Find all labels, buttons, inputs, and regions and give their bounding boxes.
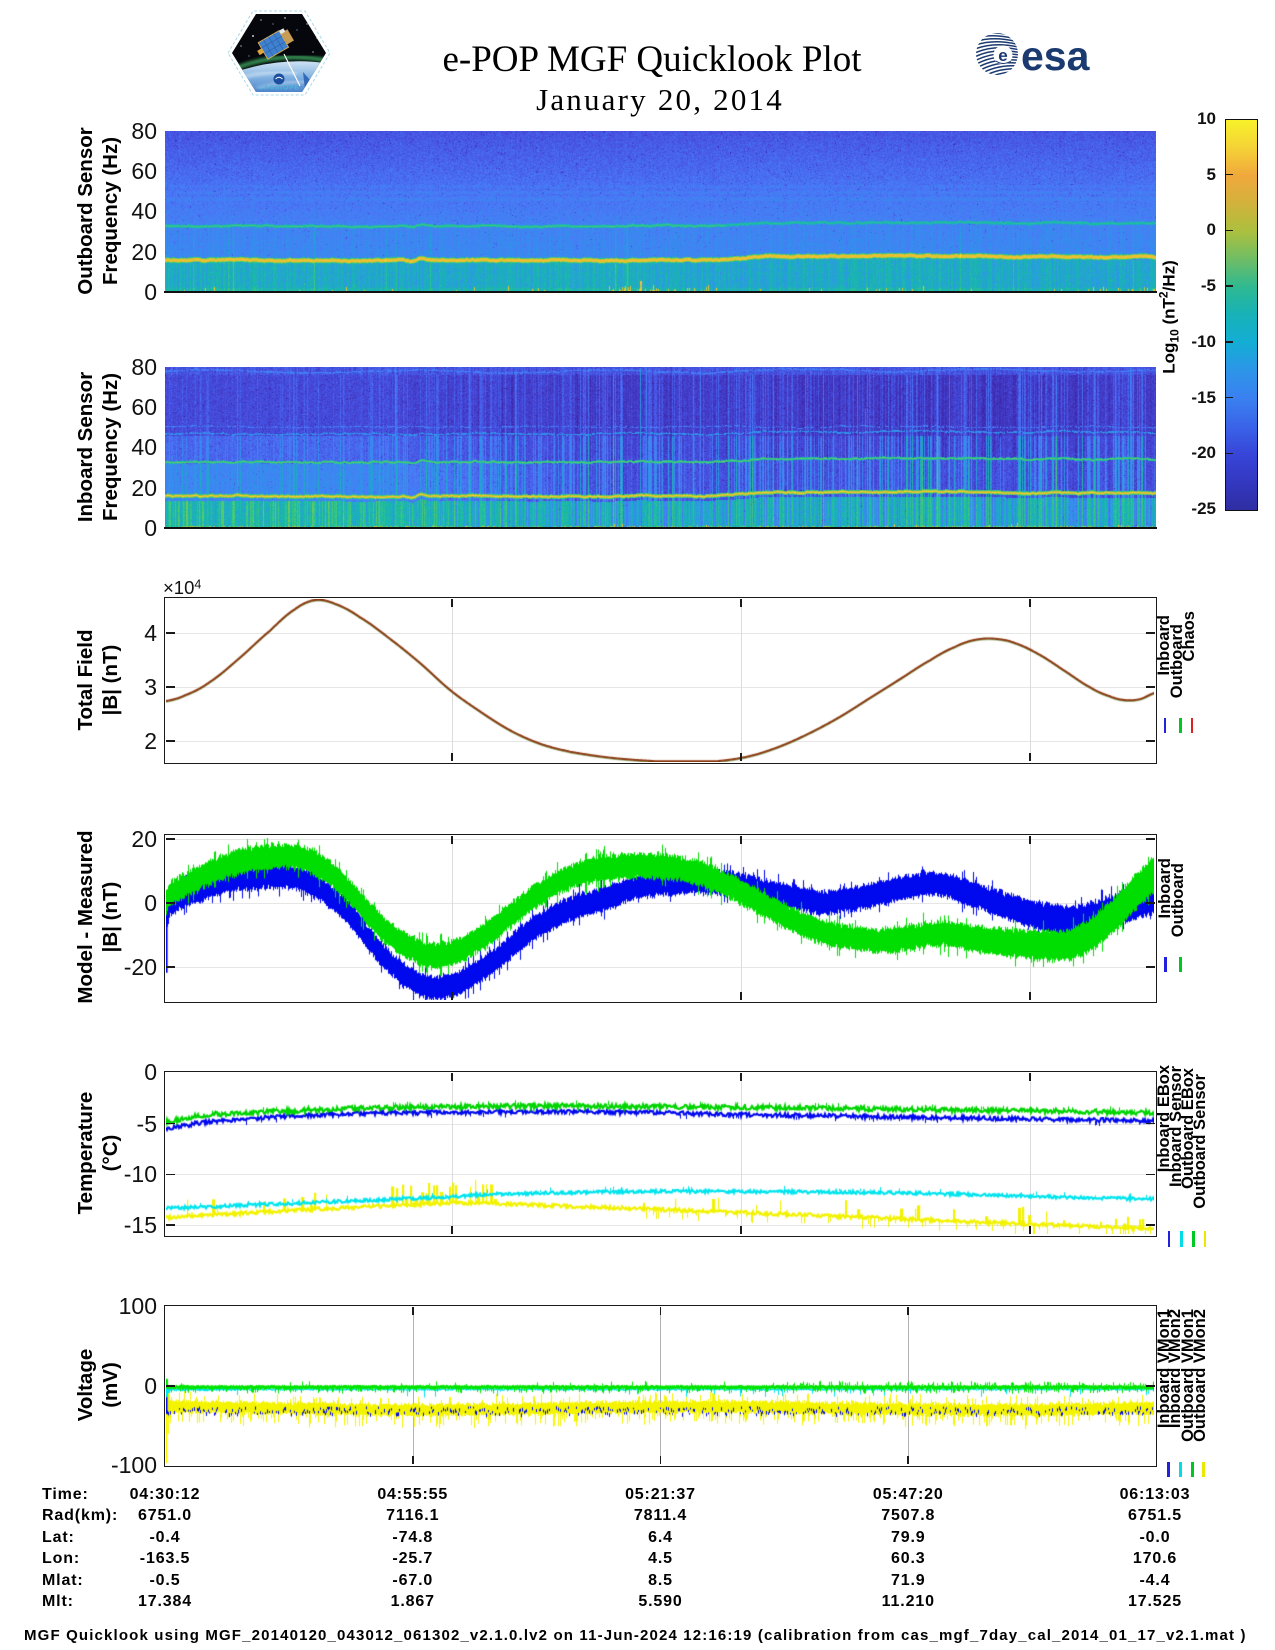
svg-text:e: e <box>998 46 1007 65</box>
svg-text:CASSIOPE: CASSIOPE <box>258 85 300 92</box>
svg-text:esa: esa <box>1021 33 1091 79</box>
